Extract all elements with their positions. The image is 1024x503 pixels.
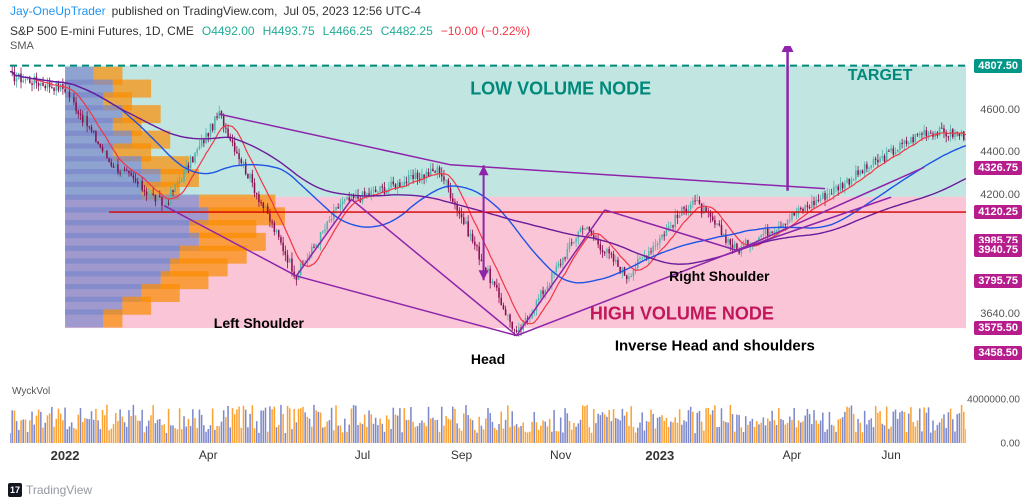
- price-badge: 3940.75: [974, 243, 1022, 257]
- time-x-axis[interactable]: 2022 Apr Jul Sep Nov 2023 Apr Jun: [10, 448, 966, 468]
- tradingview-watermark[interactable]: 17 TradingView: [8, 483, 92, 497]
- ohlc-h-value: 4493.75: [271, 24, 314, 38]
- x-tick: 2023: [645, 448, 674, 463]
- vol-y-tick: 4000000.00: [967, 395, 1020, 406]
- ohlc-c-value: 4482.25: [389, 24, 432, 38]
- price-badge: 3795.75: [974, 274, 1022, 288]
- price-badge: 4807.50: [974, 59, 1022, 73]
- ohlc-h-label: H: [263, 24, 272, 38]
- ohlc-l-value: 4466.25: [329, 24, 372, 38]
- symbol-name[interactable]: S&P 500 E-mini Futures, 1D, CME: [10, 24, 194, 38]
- x-tick: Sep: [451, 448, 472, 462]
- publisher-name[interactable]: Jay-OneUpTrader: [10, 4, 106, 18]
- published-on: published on TradingView.com,: [112, 4, 278, 18]
- price-badge: 4120.25: [974, 205, 1022, 219]
- x-tick: 2022: [51, 448, 80, 463]
- x-tick: Apr: [783, 448, 802, 462]
- vol-y-tick: 0.00: [1001, 439, 1020, 450]
- watermark-text: TradingView: [26, 483, 92, 497]
- tradingview-icon: 17: [8, 483, 22, 497]
- price-badge: 3575.50: [974, 321, 1022, 335]
- price-chart[interactable]: LOW VOLUME NODETARGETHIGH VOLUME NODELef…: [10, 46, 966, 376]
- publish-timestamp: Jul 05, 2023 12:56 UTC-4: [283, 4, 420, 18]
- price-change: −10.00 (−0.22%): [441, 24, 530, 38]
- ohlc-o-label: O: [202, 24, 211, 38]
- x-tick: Jun: [881, 448, 900, 462]
- y-tick: 4600.00: [980, 104, 1020, 116]
- chart-header: Jay-OneUpTrader published on TradingView…: [0, 0, 1024, 22]
- volume-panel[interactable]: WyckVol: [10, 386, 966, 444]
- volume-indicator-label[interactable]: WyckVol: [10, 386, 966, 397]
- volume-y-axis[interactable]: 0.004000000.00: [966, 386, 1024, 444]
- x-tick: Apr: [199, 448, 218, 462]
- price-badge: 3458.50: [974, 346, 1022, 360]
- y-tick: 4400.00: [980, 146, 1020, 158]
- y-tick: 4200.00: [980, 189, 1020, 201]
- price-badge: 4326.75: [974, 161, 1022, 175]
- symbol-bar: S&P 500 E-mini Futures, 1D, CME O4492.00…: [0, 22, 1024, 40]
- x-tick: Nov: [550, 448, 571, 462]
- ohlc-o-value: 4492.00: [211, 24, 254, 38]
- price-y-axis[interactable]: 3640.00 4200.00 4400.00 4600.00 4807.50 4326.…: [966, 46, 1024, 376]
- x-tick: Jul: [355, 448, 370, 462]
- y-tick: 3640.00: [980, 308, 1020, 320]
